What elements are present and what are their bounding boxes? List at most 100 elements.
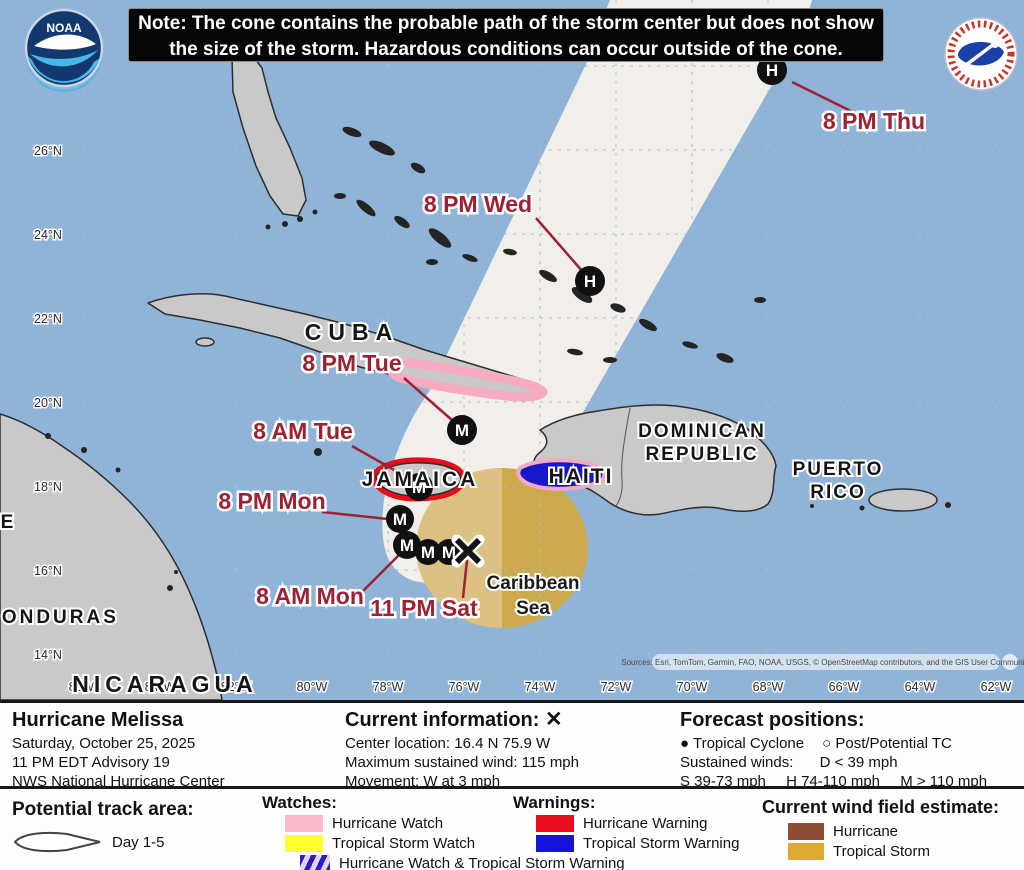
wind-field-legend: Current wind field estimate: Hurricane T…: [762, 797, 999, 861]
place-labels: CUBA JAMAICA HAITI DOMINICAN REPUBLIC PU…: [0, 317, 884, 699]
lat-20: 20°N: [34, 396, 62, 410]
lon-62: 62°W: [981, 680, 1012, 694]
attribution-toggle[interactable]: [1002, 654, 1018, 670]
advisory-date: Saturday, October 25, 2025: [12, 735, 196, 752]
wind-field-title: Current wind field estimate:: [762, 797, 1000, 817]
label-cuba: CUBA: [305, 319, 399, 345]
hurricane-watch-label: Hurricane Watch: [332, 814, 444, 832]
current-information: Current information: ✕ Center location: …: [345, 708, 579, 791]
lon-74: 74°W: [525, 680, 556, 694]
label-haiti: HAITI: [549, 465, 614, 488]
land-cuba: [147, 293, 546, 400]
nws-logo: [944, 17, 1018, 91]
legend-row: Potential track area: Day 1-5 Watches: H…: [0, 789, 1024, 870]
hurricane-warning-swatch: [536, 814, 574, 832]
attribution: Sources: Esri, TomTom, Garmin, FAO, NOAA…: [621, 654, 1024, 670]
lon-76: 76°W: [449, 680, 480, 694]
label-caribbean: Caribbean: [487, 573, 580, 594]
time-label-wed: 8 PM Wed: [424, 191, 532, 217]
sources-text: Sources: Esri, TomTom, Garmin, FAO, NOAA…: [621, 658, 1024, 667]
forecast-positions-title: Forecast positions:: [680, 709, 865, 731]
marker-m-tue-pm: M: [455, 421, 469, 440]
lat-24: 24°N: [34, 228, 62, 242]
time-labels: 8 PM Thu 8 PM Wed 8 PM Tue 8 AM Tue 8 PM…: [216, 106, 928, 624]
longitude-labels: 86°W 84°W 82°W 80°W 78°W 76°W 74°W 72°W …: [67, 679, 1013, 696]
forecast-markers: H H M M M M M M: [386, 55, 787, 568]
wind-class-d: D < 39 mph: [819, 754, 898, 771]
tropical-cyclone-label: Tropical Cyclone: [692, 735, 805, 752]
land-florida: [231, 54, 318, 230]
time-label-sat: 11 PM Sat: [370, 595, 478, 621]
marker-m-mon-am: M: [400, 536, 414, 555]
wind-ts-swatch: [788, 842, 824, 860]
lon-64: 64°W: [905, 680, 936, 694]
time-label-thu: 8 PM Thu: [823, 108, 925, 134]
map-canvas: H H M M M M M M 8 PM Thu 8 PM Wed 8 PM T…: [0, 0, 1024, 700]
storm-summary: Hurricane Melissa Saturday, October 25, …: [12, 708, 225, 791]
lon-86: 86°W: [69, 680, 100, 694]
post-potential-label: Post/Potential TC: [835, 735, 952, 752]
wind-class-h: H 74-110 mph: [786, 773, 881, 790]
ts-warning-haiti: [516, 458, 607, 491]
track-cone-icon: [13, 831, 101, 853]
current-info-title: Current information:: [345, 709, 540, 731]
lon-80: 80°W: [297, 680, 328, 694]
noaa-logo-text: NOAA: [46, 21, 82, 35]
track-days-label: Day 1-5: [112, 833, 165, 851]
bahamas-islands: [314, 126, 766, 456]
warnings-title: Warnings:: [513, 793, 596, 812]
lat-16: 16°N: [34, 564, 62, 578]
lat-26: 26°N: [34, 144, 62, 158]
marker-m-sun-pm: M: [421, 543, 435, 562]
label-sea: Sea: [516, 598, 550, 619]
movement: Movement: W at 3 mph: [345, 773, 501, 790]
lon-66: 66°W: [829, 680, 860, 694]
current-position-x: [451, 534, 485, 568]
watches-title: Watches:: [262, 793, 337, 812]
forecast-positions: Forecast positions: ● Tropical Cyclone ○…: [680, 708, 987, 791]
land-puerto-rico: [810, 488, 951, 512]
label-nicaragua: NICARAGUA: [72, 671, 258, 697]
latitude-labels: 28°N 26°N 24°N 22°N 20°N 18°N 16°N 14°N: [33, 59, 64, 664]
note-banner: Note: The cone contains the probable pat…: [128, 8, 884, 62]
lat-18: 18°N: [34, 480, 62, 494]
lat-22: 22°N: [34, 312, 62, 326]
marker-m-mon-pm: M: [393, 510, 407, 529]
time-label-tue-pm: 8 PM Tue: [302, 350, 401, 376]
agency-name: NWS National Hurricane Center: [12, 773, 225, 790]
time-label-mon-am: 8 AM Mon: [256, 583, 364, 609]
lon-70: 70°W: [677, 680, 708, 694]
lon-82: 82°W: [221, 680, 252, 694]
combo-watch-swatch: [300, 854, 330, 870]
marker-m-sun-am: M: [442, 543, 456, 562]
storm-name: Hurricane Melissa: [12, 709, 184, 731]
ts-warning-swatch: [536, 834, 574, 852]
label-honduras: HONDURAS: [0, 607, 119, 628]
lat-14: 14°N: [34, 648, 62, 662]
potential-track-title: Potential track area:: [12, 799, 194, 820]
tropical-cyclone-dot-icon: ●: [680, 735, 690, 752]
lon-78: 78°W: [373, 680, 404, 694]
potential-track-legend: Potential track area: Day 1-5: [12, 799, 194, 855]
wind-ts-label: Tropical Storm: [833, 842, 930, 860]
label-belize-partial: E: [1, 512, 16, 533]
label-dominican: DOMINICAN: [638, 421, 766, 442]
wind-class-m: M > 110 mph: [900, 773, 988, 790]
current-position-symbol: ✕: [545, 708, 563, 731]
sustained-winds-label: Sustained winds:: [680, 754, 794, 771]
info-panel: Hurricane Melissa Saturday, October 25, …: [0, 700, 1024, 870]
ts-watch-swatch: [285, 834, 323, 852]
lon-72: 72°W: [601, 680, 632, 694]
note-line-1: Note: The cone contains the probable pat…: [138, 13, 874, 34]
lon-68: 68°W: [753, 680, 784, 694]
label-jamaica: JAMAICA: [362, 468, 479, 491]
label-rico: RICO: [810, 482, 866, 503]
label-puerto: PUERTO: [793, 459, 884, 480]
watches-legend: Watches: Hurricane Watch Tropical Storm …: [262, 793, 625, 870]
noaa-logo: NOAA: [24, 8, 104, 92]
max-sustained-wind: Maximum sustained wind: 115 mph: [345, 754, 579, 771]
land-central-america: [0, 413, 223, 700]
combo-watch-label: Hurricane Watch & Tropical Storm Warning: [339, 854, 625, 870]
advisory-number: 11 PM EDT Advisory 19: [12, 754, 170, 771]
time-label-tue-am: 8 AM Tue: [253, 418, 353, 444]
